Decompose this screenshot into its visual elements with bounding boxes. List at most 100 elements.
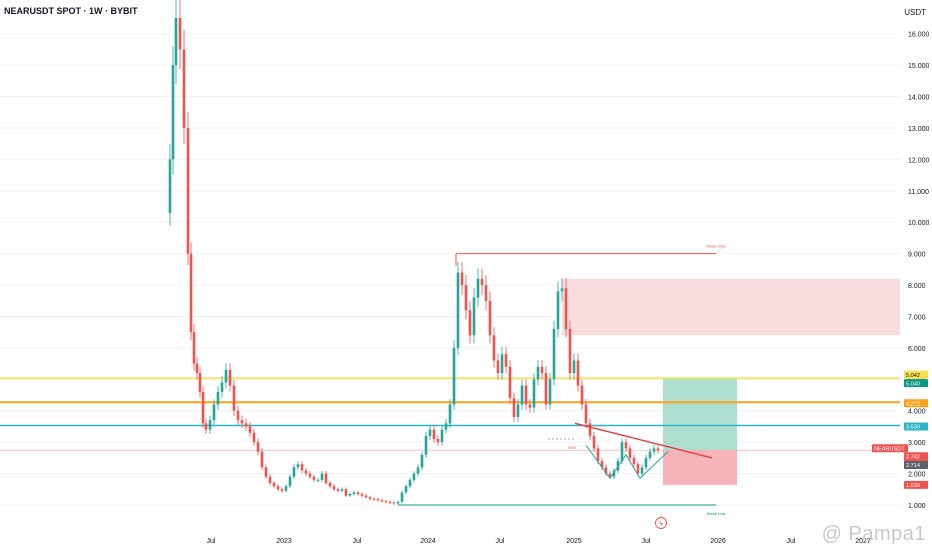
candle-body (452, 347, 456, 405)
lightning-icon (655, 517, 667, 529)
candle-body (288, 476, 292, 487)
candle-body (280, 489, 284, 491)
candle-body (584, 404, 588, 424)
candle-body (320, 473, 324, 480)
x-tick-label: Jul (353, 538, 362, 545)
candle-body (620, 442, 624, 462)
y-tick-label: 2.000 (908, 472, 926, 479)
currency-label: USDT (904, 8, 926, 17)
y-tick-label: 14.000 (908, 95, 930, 102)
candle-body (340, 489, 344, 491)
candle-body (292, 467, 296, 477)
candle-body (628, 448, 632, 458)
candle-body (388, 501, 392, 503)
candle-body (588, 423, 592, 436)
candle-body (552, 329, 556, 380)
fib-50-label: 50% (568, 445, 576, 450)
candle-body (600, 461, 604, 468)
y-tick-label: 10.000 (908, 220, 930, 227)
candle-body (284, 486, 288, 491)
candle-body (412, 473, 416, 480)
candle-body (336, 489, 340, 491)
candle-body (384, 501, 388, 503)
candle-body (324, 473, 328, 484)
candle-body (396, 501, 400, 504)
candle-body (189, 253, 193, 333)
candle-body (312, 476, 316, 480)
candle-body (444, 423, 448, 430)
candle-body (604, 467, 608, 474)
candle-body (656, 448, 660, 451)
candle-body (424, 435, 428, 455)
candle-body (416, 467, 420, 474)
price-label-text: 2.714 (906, 463, 920, 469)
candle-body (476, 278, 480, 298)
candle-body (420, 454, 424, 468)
price-label-bg (904, 461, 928, 470)
candle-body (516, 404, 520, 418)
price-label-bg (904, 370, 928, 379)
candle-body (596, 448, 600, 462)
y-tick-label: 1.000 (908, 503, 926, 510)
weak-high-label: Weak High (706, 244, 726, 249)
price-label-bg (904, 379, 928, 388)
candle-body (208, 420, 212, 430)
x-tick-label: Jul (207, 538, 216, 545)
candle-body (182, 49, 186, 128)
y-tick-label: 16.000 (908, 32, 930, 39)
candle-body (195, 363, 199, 374)
candle-body (548, 379, 552, 405)
x-tick-label: Jul (642, 538, 651, 545)
candle-body (232, 385, 236, 411)
candle-body (464, 285, 468, 311)
supply-zone (562, 278, 900, 336)
y-tick-label: 6.000 (908, 346, 926, 353)
candle-body (492, 335, 496, 361)
candle-body (276, 486, 280, 490)
descending-trendline (574, 422, 713, 459)
price-label-bg (904, 422, 928, 431)
candle-body (308, 473, 312, 477)
candle-body (376, 499, 380, 501)
x-tick-label: 2026 (710, 538, 726, 545)
candle-body (228, 369, 232, 386)
candle-body (248, 426, 252, 433)
x-tick-label: Jul (787, 538, 796, 545)
candle-body (460, 272, 464, 286)
candle-body (540, 366, 544, 374)
lightning-glyph: ϟ (659, 521, 663, 528)
candle-body (532, 379, 536, 408)
candle-body (300, 464, 304, 471)
candle-body (520, 385, 524, 405)
candle-body (348, 494, 352, 496)
chart-title: NEARUSDT SPOT · 1W · BYBIT (4, 6, 138, 16)
candle-body (256, 442, 260, 452)
candle-body (380, 500, 384, 502)
candle-body (392, 502, 396, 504)
candle-body (360, 494, 364, 496)
x-tick-label: Jul (496, 538, 505, 545)
candle-body (168, 159, 172, 213)
candle-body (356, 492, 360, 495)
candle-body (572, 360, 576, 374)
candle-body (556, 291, 560, 330)
candle-body (216, 391, 220, 405)
candle-body (220, 382, 224, 392)
candle-body (496, 360, 500, 374)
candle-body (344, 489, 348, 496)
candle-body (171, 65, 175, 160)
price-label-text: 3.530 (906, 425, 920, 431)
price-label-text: 5.040 (906, 381, 920, 387)
take-profit-zone (663, 378, 737, 451)
x-tick-label: 2027 (855, 538, 871, 545)
candle-body (504, 354, 508, 367)
candle-body (644, 457, 648, 468)
candle-body (178, 17, 182, 50)
candle-body (560, 288, 564, 292)
candle-body (580, 385, 584, 405)
candle-body (316, 479, 320, 481)
candle-body (468, 310, 472, 336)
price-label-bg (904, 452, 928, 461)
